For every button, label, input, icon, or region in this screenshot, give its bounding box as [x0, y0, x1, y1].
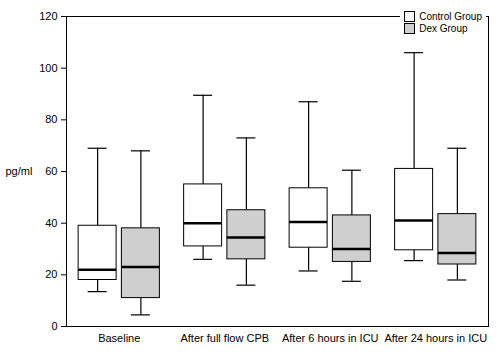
html-text:Control Group: Control Group — [419, 11, 482, 22]
svg-text:20: 20 — [45, 268, 57, 280]
svg-text:Baseline: Baseline — [98, 332, 140, 344]
svg-text:40: 40 — [45, 217, 57, 229]
svg-text:After 24 hours in ICU: After 24 hours in ICU — [384, 332, 487, 344]
svg-text:60: 60 — [45, 165, 57, 177]
html-text:Dex Group: Dex Group — [419, 23, 468, 34]
svg-text:80: 80 — [45, 113, 57, 125]
svg-text:0: 0 — [51, 320, 57, 332]
svg-text:120: 120 — [39, 10, 57, 22]
svg-text:100: 100 — [39, 62, 57, 74]
svg-text:After full flow CPB: After full flow CPB — [180, 332, 269, 344]
svg-text:pg/ml: pg/ml — [6, 165, 33, 177]
svg-text:After 6 hours in ICU: After 6 hours in ICU — [282, 332, 379, 344]
